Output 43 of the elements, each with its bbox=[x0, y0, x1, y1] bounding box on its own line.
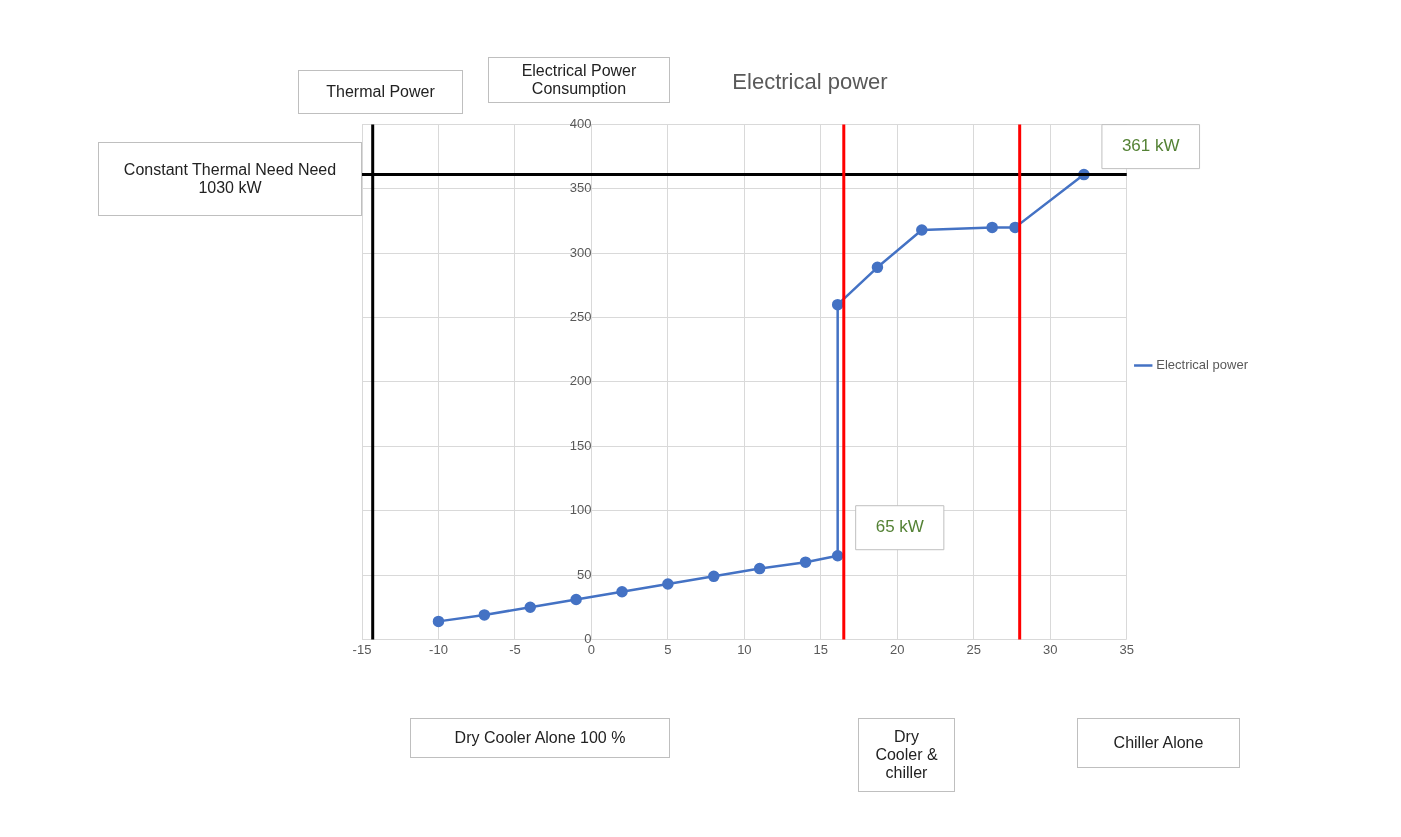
y-tick-label: 0 bbox=[584, 630, 592, 646]
point bbox=[753, 562, 766, 575]
y-tick-label: 200 bbox=[569, 373, 592, 389]
annotation: 361 kW bbox=[1121, 136, 1180, 156]
x-tick-label: 20 bbox=[890, 641, 905, 657]
point bbox=[986, 221, 998, 234]
legend-label: Electrical power bbox=[1156, 357, 1249, 373]
point bbox=[432, 615, 445, 628]
point bbox=[799, 556, 812, 568]
point bbox=[662, 578, 674, 590]
point bbox=[831, 549, 844, 562]
text: Chiller Alone bbox=[1113, 734, 1204, 752]
text: Dry Cooler Alone 100 % bbox=[454, 729, 626, 747]
annotation: 65 kW bbox=[875, 517, 924, 537]
x-tick-label: -5 bbox=[509, 641, 521, 657]
chart-title: Electrical power bbox=[732, 69, 888, 95]
y-tick-label: 50 bbox=[576, 566, 592, 582]
x-tick-label: 5 bbox=[664, 641, 672, 657]
point bbox=[708, 570, 720, 583]
point bbox=[570, 593, 582, 606]
point bbox=[616, 586, 628, 598]
text: Constant Thermal Need Need 1030 kW bbox=[122, 161, 338, 197]
y-tick-label: 300 bbox=[569, 244, 592, 260]
x-tick-label: 25 bbox=[966, 641, 982, 657]
text: Dry Cooler & chiller bbox=[874, 728, 939, 782]
point bbox=[831, 298, 844, 311]
text: Electrical Power Consumption bbox=[520, 62, 638, 98]
point bbox=[478, 609, 491, 621]
x-tick-label: -10 bbox=[429, 641, 448, 657]
x-tick-label: 10 bbox=[737, 641, 752, 657]
point bbox=[871, 261, 884, 274]
text: Thermal Power bbox=[326, 83, 435, 101]
y-tick-label: 400 bbox=[569, 115, 592, 131]
x-tick-label: 30 bbox=[1043, 641, 1058, 657]
y-tick-label: 250 bbox=[569, 309, 592, 325]
y-tick-label: 350 bbox=[569, 180, 592, 196]
y-tick-label: 150 bbox=[569, 437, 592, 453]
x-tick-label: 15 bbox=[813, 641, 829, 657]
point bbox=[524, 601, 536, 613]
x-tick-label: -15 bbox=[352, 641, 372, 657]
y-tick-label: 100 bbox=[569, 502, 592, 518]
x-tick-label: 35 bbox=[1119, 641, 1134, 657]
point bbox=[916, 224, 928, 236]
